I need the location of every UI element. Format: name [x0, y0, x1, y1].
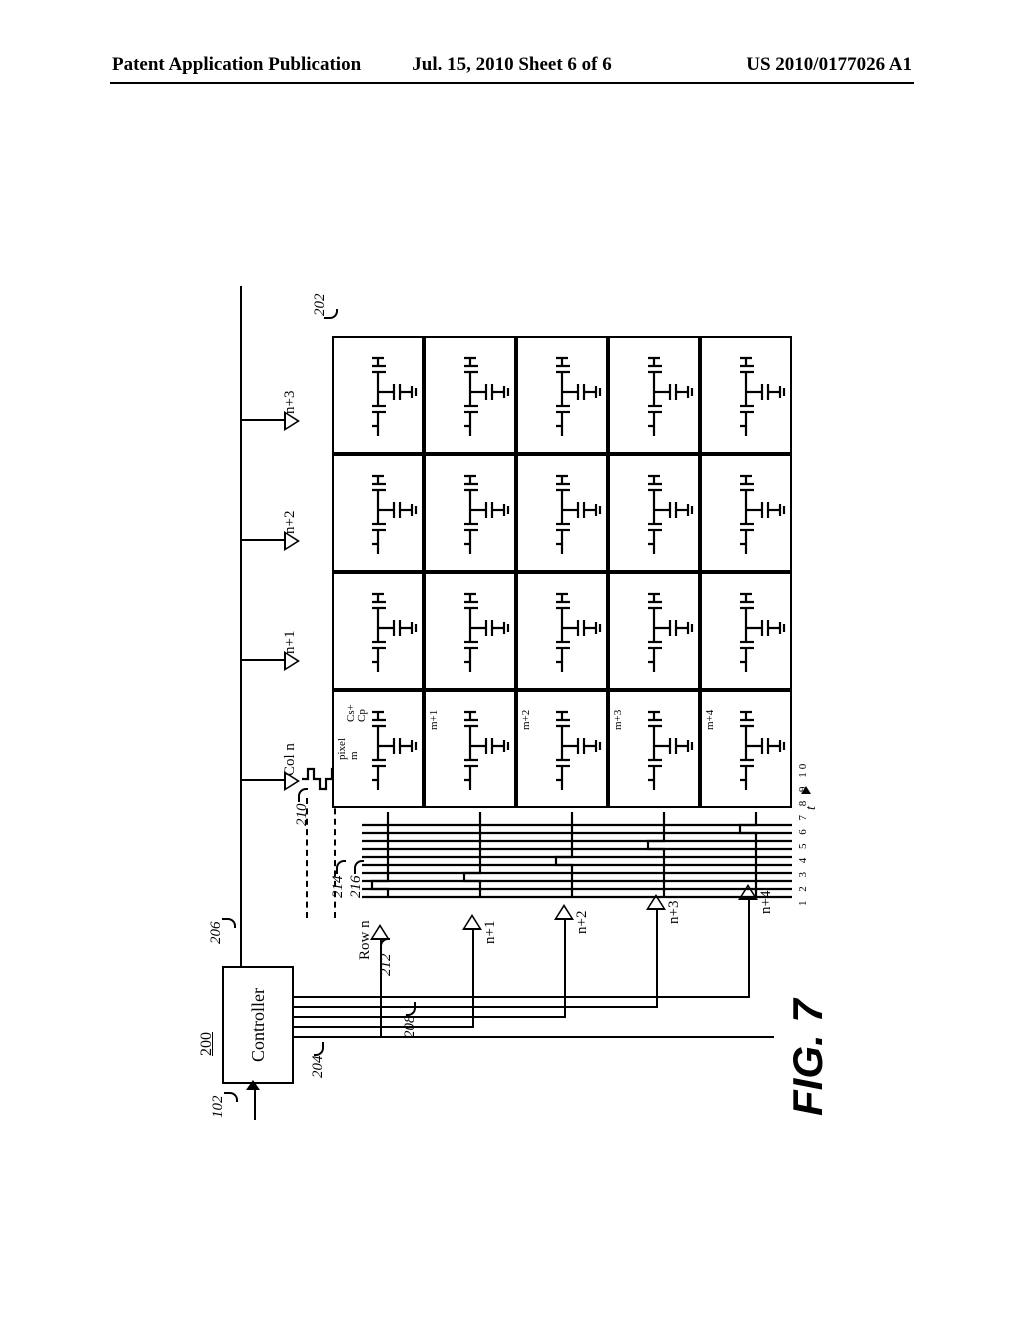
ref-214-hook	[336, 860, 346, 874]
pixel-circuit-icon	[556, 350, 604, 436]
col-label-3: n+3	[282, 391, 299, 414]
ref-204: 204	[310, 1056, 327, 1079]
row-waveforms	[362, 808, 802, 900]
col-label-0: Col n	[282, 743, 299, 776]
pixel-cap-label: Cs+ Cp	[346, 705, 368, 723]
row-line-1	[472, 930, 474, 1028]
dash-bot	[334, 798, 336, 918]
pixel-circuit-icon	[648, 468, 696, 554]
pixel-circuit-icon	[648, 704, 696, 790]
dash-top	[306, 798, 308, 918]
column-bus	[240, 286, 242, 966]
row-label-0: Row n	[357, 921, 374, 961]
pixel-circuit-icon	[740, 704, 788, 790]
row-line-2	[564, 920, 566, 1018]
figure-7: FIG. 7 200 102 Controller 206 204 208 20…	[202, 256, 822, 1116]
col-line-0	[240, 779, 284, 781]
axis-arrow	[801, 786, 811, 794]
row-stub-3	[294, 1006, 656, 1008]
header-center: Jul. 15, 2010 Sheet 6 of 6	[412, 54, 612, 76]
row-stub-1	[294, 1026, 472, 1028]
pixel-m1-label: m+1	[428, 710, 440, 730]
col-line-3	[240, 419, 284, 421]
pixel-circuit-icon	[464, 468, 512, 554]
pixel-m4-label: m+4	[704, 710, 716, 730]
pixel-m2-label: m+2	[520, 710, 532, 730]
row-line-4	[748, 900, 750, 998]
col-label-1: n+1	[282, 631, 299, 654]
pixel-m3-label: m+3	[612, 710, 624, 730]
row-line-3	[656, 910, 658, 1008]
pixel-circuit-icon	[372, 586, 420, 672]
controller-label: Controller	[248, 988, 269, 1062]
ref-214: 214	[330, 876, 347, 899]
pixel-circuit-icon	[648, 586, 696, 672]
pixel-circuit-icon	[464, 704, 512, 790]
col-label-2: n+2	[282, 511, 299, 534]
ref-200: 200	[198, 1032, 216, 1056]
page: Patent Application Publication Jul. 15, …	[0, 0, 1024, 1320]
row-driver-0-fill	[373, 927, 387, 938]
col-driver-1-fill	[286, 654, 297, 668]
pixel-circuit-icon	[464, 350, 512, 436]
pixel-circuit-icon	[464, 586, 512, 672]
row-driver-2-fill	[557, 907, 571, 918]
pixel-circuit-icon	[556, 704, 604, 790]
pixel-circuit-icon	[556, 468, 604, 554]
pixel-circuit-icon	[740, 586, 788, 672]
pixel-circuit-icon	[740, 468, 788, 554]
ref-212: 212	[378, 954, 395, 977]
col-driver-2-fill	[286, 534, 297, 548]
pixel-circuit-icon	[372, 468, 420, 554]
time-axis: 1 2 3 4 5 6 7 8 9 10	[797, 761, 809, 906]
controller-box: Controller	[222, 966, 294, 1084]
pixel-m-label: pixel m	[336, 738, 360, 760]
row-label-3: n+3	[666, 901, 683, 924]
axis-numbers: 1 2 3 4 5 6 7 8 9 10	[797, 761, 809, 906]
col-line-1	[240, 659, 284, 661]
header-rule	[110, 82, 914, 84]
row-bus	[294, 1036, 774, 1038]
axis-t-label: t	[804, 807, 820, 811]
header-left: Patent Application Publication	[112, 54, 361, 76]
ref-102-hook	[224, 1092, 238, 1102]
col-driver-3-fill	[286, 414, 297, 428]
pixel-circuit-icon	[556, 586, 604, 672]
figure-label: FIG. 7	[784, 1000, 832, 1117]
col-line-2	[240, 539, 284, 541]
header-right: US 2010/0177026 A1	[746, 54, 912, 76]
row-driver-1-fill	[465, 917, 479, 928]
page-header: Patent Application Publication Jul. 15, …	[0, 82, 1024, 84]
row-label-1: n+1	[482, 921, 499, 944]
pixel-circuit-icon	[372, 704, 420, 790]
pixel-circuit-icon	[648, 350, 696, 436]
pixel-circuit-icon	[372, 350, 420, 436]
row-stub-2	[294, 1016, 564, 1018]
row-stub-4	[294, 996, 748, 998]
col-driver-0-fill	[286, 774, 297, 788]
ref-210: 210	[294, 804, 311, 827]
ref-206-hook	[222, 918, 236, 928]
ref-212-hook	[380, 938, 390, 952]
ref-202-hook	[324, 309, 338, 319]
pixel-circuit-icon	[740, 350, 788, 436]
row-label-2: n+2	[574, 911, 591, 934]
